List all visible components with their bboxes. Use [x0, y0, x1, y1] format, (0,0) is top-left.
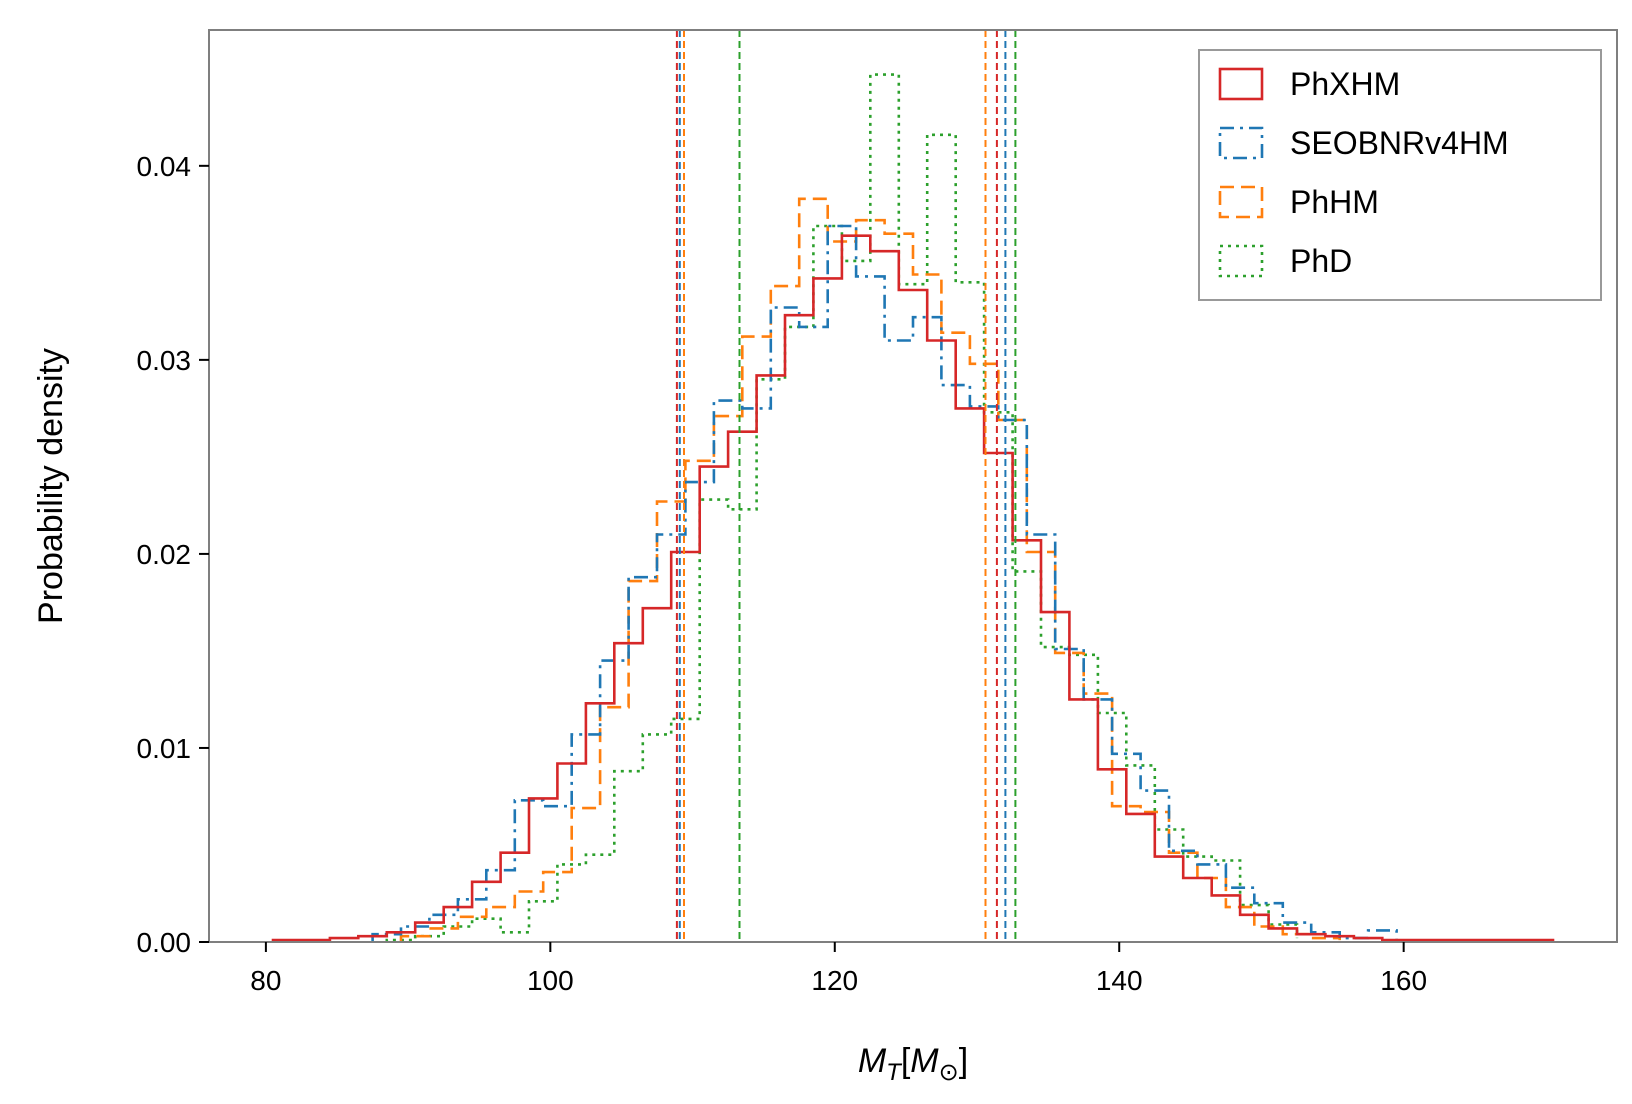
legend-label-phxhm: PhXHM: [1290, 66, 1400, 102]
histogram-series-seobnrv4hm: [371, 224, 1398, 942]
histogram-series-phhm: [399, 197, 1341, 942]
legend: PhXHM SEOBNRv4HM PhHM PhD: [1198, 49, 1602, 301]
x-axis: 80 100 120 140 160: [250, 942, 1427, 996]
x-tick-label: 80: [250, 965, 281, 996]
x-tick-label: 100: [527, 965, 574, 996]
legend-swatch-phxhm: [1218, 67, 1264, 101]
y-axis-label: Probability density: [32, 348, 70, 624]
legend-swatch-phhm: [1218, 185, 1264, 219]
x-axis-label: MT[M⊙]: [858, 1042, 968, 1086]
axes-frame: [208, 29, 1618, 943]
legend-label-seobnrv4hm: SEOBNRv4HM: [1290, 125, 1509, 161]
x-tick-label: 120: [811, 965, 858, 996]
legend-swatch-seobnrv4hm: [1218, 126, 1264, 160]
y-tick-label: 0.00: [137, 927, 192, 958]
x-tick-label: 140: [1096, 965, 1143, 996]
plot-area: [271, 30, 1555, 942]
histogram-series-phd: [385, 73, 1299, 942]
legend-box: [1198, 49, 1602, 301]
histogram-series-phxhm: [271, 234, 1555, 942]
y-tick-label: 0.02: [137, 539, 192, 570]
y-tick-label: 0.04: [137, 151, 192, 182]
legend-label-phhm: PhHM: [1290, 184, 1379, 220]
x-tick-label: 160: [1380, 965, 1427, 996]
legend-swatch-phd: [1218, 244, 1264, 278]
legend-label-phd: PhD: [1290, 243, 1352, 279]
y-tick-label: 0.03: [137, 345, 192, 376]
y-axis: 0.00 0.01 0.02 0.03 0.04: [137, 151, 209, 958]
y-tick-label: 0.01: [137, 733, 192, 764]
